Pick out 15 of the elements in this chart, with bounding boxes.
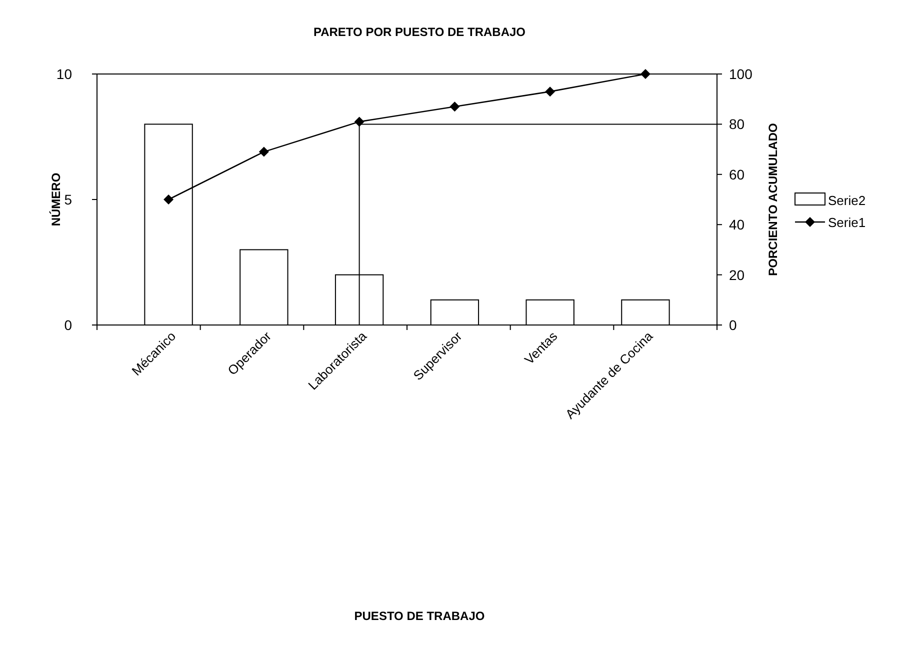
y2-tick-label: 40 (729, 216, 745, 233)
legend-label: Serie1 (828, 215, 866, 230)
y2-tick-label: 60 (729, 166, 745, 182)
text: PUESTO DE TRABAJO (354, 609, 485, 623)
y-tick-label: 0 (64, 317, 72, 333)
y-tick-label: 5 (64, 192, 72, 208)
y2-axis-title: PORCIENTO ACUMULADO (766, 123, 780, 276)
y2-tick-label: 80 (729, 116, 745, 132)
chart-title: PARETO POR PUESTO DE TRABAJO (313, 25, 526, 39)
y2-tick-label: 20 (729, 266, 745, 283)
y-axis-title: NÚMERO (49, 172, 63, 226)
y2-tick-label: 0 (729, 317, 737, 333)
y2-tick-label: 100 (729, 66, 753, 82)
y-tick-label: 10 (56, 66, 72, 82)
legend-label: Serie2 (828, 193, 866, 208)
